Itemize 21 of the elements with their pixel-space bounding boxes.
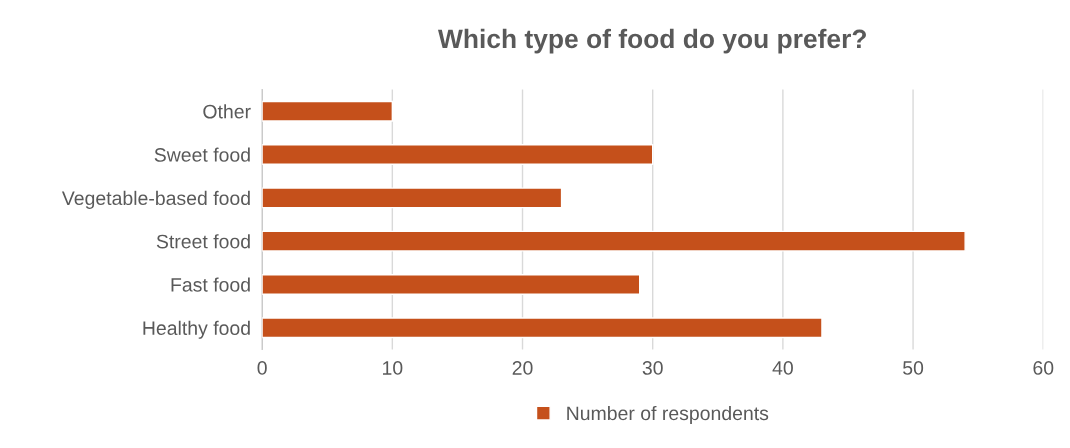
bar (262, 274, 641, 295)
x-tick-label: 0 (257, 361, 267, 375)
chart-title: Which type of food do you prefer? (437, 28, 866, 54)
y-tick-label: Healthy food (143, 320, 250, 339)
y-tick-label: Sweet food (154, 147, 250, 162)
x-tick-label: 50 (903, 361, 924, 375)
x-tick-label: 30 (642, 361, 663, 375)
bar (262, 144, 654, 165)
legend-label: Number of respondents (567, 405, 769, 425)
y-tick-label: Fast food (171, 277, 250, 292)
x-tick-label: 10 (383, 361, 403, 375)
x-tick-label: 20 (512, 361, 533, 375)
y-tick-label: Vegetable-based food (61, 190, 250, 209)
x-tick-label: 40 (772, 361, 793, 375)
x-tick-label: 60 (1033, 361, 1054, 375)
y-tick-label: Street food (156, 234, 250, 249)
bar (262, 230, 966, 252)
bar (262, 187, 563, 209)
bar (262, 317, 823, 339)
y-tick-label: Other (203, 104, 251, 119)
bar (262, 100, 394, 122)
